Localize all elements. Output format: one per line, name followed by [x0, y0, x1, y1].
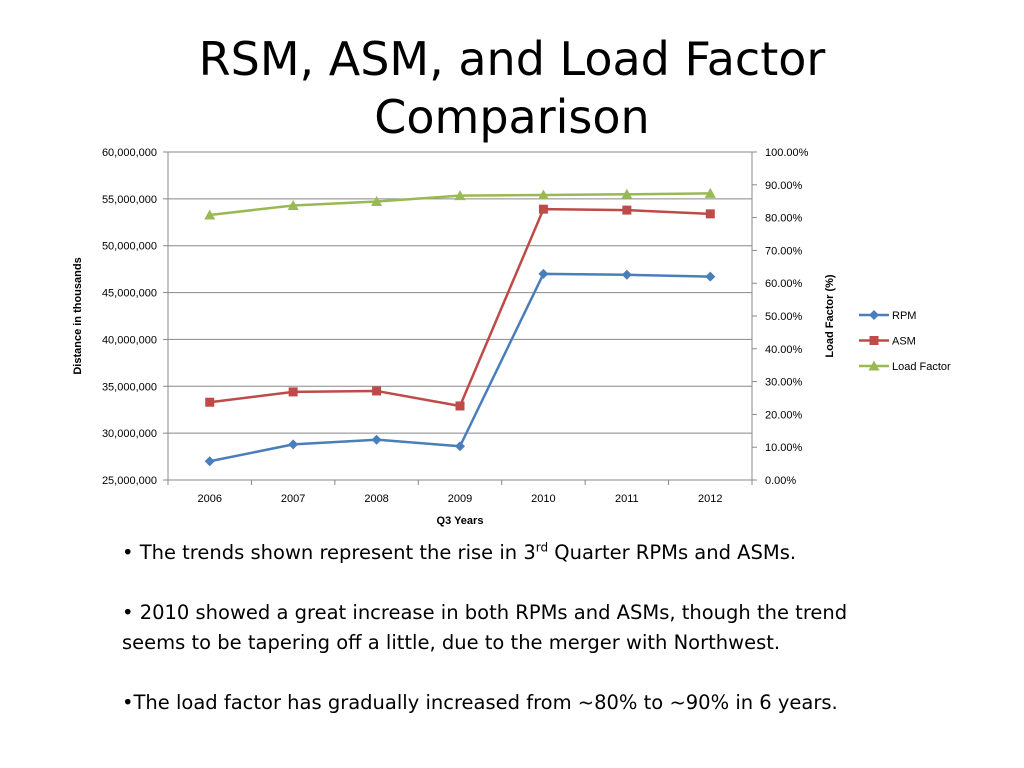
legend-marker-asm — [869, 336, 879, 345]
slide-title-line-2: Comparison — [374, 90, 650, 144]
axes: 25,000,000 30,000,000 35,000,000 40,000,000… — [102, 147, 809, 505]
data-point-rpm — [538, 268, 549, 279]
y2-axis-label: Load Factor (%) — [824, 274, 836, 357]
legend-label-rpm: RPM — [892, 310, 916, 322]
legend-label-asm: ASM — [892, 336, 916, 348]
x-tick-label: 2007 — [281, 493, 305, 505]
bullet-list: • The trends shown represent the rise in… — [122, 538, 882, 748]
legend-marker-rpm — [869, 310, 879, 320]
y2-tick-label: 60.00% — [765, 278, 803, 290]
y-tick-label: 30,000,000 — [102, 428, 157, 440]
data-point-rpm — [204, 456, 215, 467]
data-point-rpm — [705, 271, 716, 282]
data-point-rpm — [621, 269, 632, 280]
data-point-load-factor — [537, 189, 549, 200]
y2-tick-label: 100.00% — [765, 147, 809, 159]
data-point-asm — [705, 209, 715, 219]
data-point-asm — [288, 387, 298, 397]
y2-tick-label: 40.00% — [765, 344, 803, 356]
data-point-rpm — [288, 439, 299, 450]
data-point-asm — [538, 204, 548, 214]
y-tick-label: 40,000,000 — [102, 334, 157, 346]
bullet-2: • 2010 showed a great increase in both R… — [122, 601, 848, 654]
x-tick-label: 2012 — [698, 493, 722, 505]
y-tick-label: 45,000,000 — [102, 288, 157, 300]
y2-tick-label: 30.00% — [765, 377, 803, 389]
data-point-asm — [455, 401, 465, 411]
y2-tick-label: 70.00% — [765, 245, 803, 257]
data-point-asm — [205, 397, 215, 407]
x-tick-label: 2009 — [448, 493, 472, 505]
line-chart: 25,000,000 30,000,000 35,000,000 40,000,000… — [72, 147, 951, 527]
y2-tick-label: 20.00% — [765, 409, 803, 421]
y2-tick-label: 10.00% — [765, 442, 803, 454]
x-tick-label: 2006 — [197, 493, 221, 505]
y-tick-label: 55,000,000 — [102, 194, 157, 206]
y-tick-label: 60,000,000 — [102, 147, 157, 159]
y-tick-label: 25,000,000 — [102, 475, 157, 487]
data-point-rpm — [371, 434, 382, 445]
x-tick-label: 2010 — [531, 493, 555, 505]
y2-tick-label: 50.00% — [765, 311, 803, 323]
data-point-load-factor — [621, 188, 633, 199]
y-tick-label: 35,000,000 — [102, 381, 157, 393]
data-point-load-factor — [371, 196, 383, 207]
x-axis-label: Q3 Years — [437, 515, 484, 527]
data-point-asm — [372, 386, 382, 396]
bullet-1: • The trends shown represent the rise in… — [122, 540, 797, 564]
data-point-load-factor — [704, 187, 716, 198]
y2-tick-label: 0.00% — [765, 475, 796, 487]
y-tick-label: 50,000,000 — [102, 241, 157, 253]
legend-marker-load-factor — [868, 360, 880, 371]
y2-tick-label: 90.00% — [765, 180, 803, 192]
y-axis-label: Distance in thousands — [72, 257, 84, 374]
data-point-load-factor — [454, 190, 466, 201]
slide-title-line-1: RSM, ASM, and Load Factor — [198, 32, 826, 86]
x-tick-label: 2011 — [615, 493, 639, 505]
bullet-3: •The load factor has gradually increased… — [122, 691, 838, 714]
x-tick-label: 2008 — [364, 493, 388, 505]
data-point-load-factor — [204, 209, 216, 220]
data-point-rpm — [455, 441, 465, 452]
series-line-asm — [209, 207, 711, 408]
data-point-asm — [622, 205, 632, 215]
slide-title: RSM, ASM, and Load Factor Comparison — [0, 30, 1024, 146]
legend: RPM ASM Load Factor — [859, 310, 951, 373]
legend-label-load-factor: Load Factor — [892, 361, 951, 373]
series-layer — [204, 187, 716, 467]
data-point-load-factor — [287, 199, 299, 210]
y2-tick-label: 80.00% — [765, 213, 803, 225]
